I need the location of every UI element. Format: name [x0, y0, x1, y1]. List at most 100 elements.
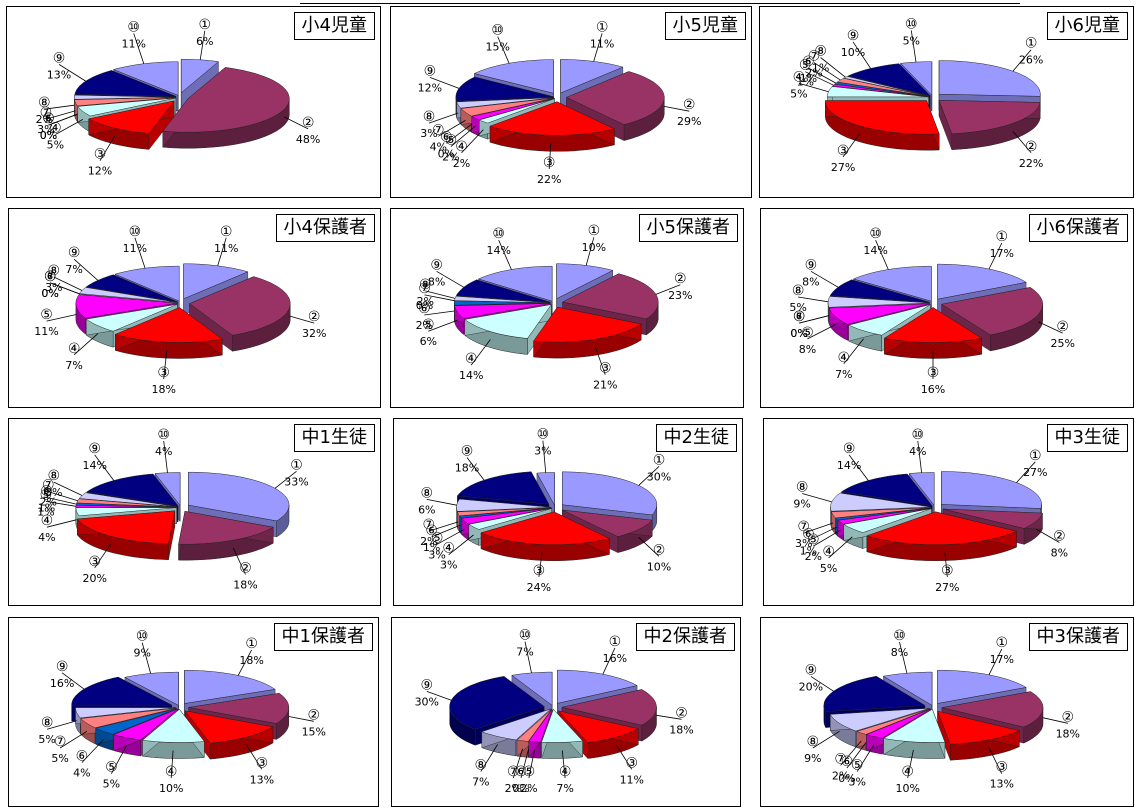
- slice-category-label: ⑧: [814, 44, 827, 60]
- slice-percent-label: 4%: [909, 445, 926, 458]
- slice-category-label: ⑨: [461, 444, 474, 460]
- slice-percent-label: 2%: [442, 151, 459, 164]
- leader-line: [46, 314, 77, 322]
- chart-title: 中1生徒: [293, 424, 375, 452]
- slice-category-label: ⑤: [40, 307, 53, 323]
- pie-slice: [459, 507, 552, 519]
- slice-category-label: ⑨: [847, 28, 860, 44]
- slice-category-label: ①: [1029, 448, 1042, 464]
- leader-line: [810, 676, 834, 692]
- leader-line: [875, 240, 889, 270]
- leader-line: [799, 315, 829, 324]
- leader-line: [497, 36, 510, 64]
- leader-line: [828, 536, 853, 559]
- slice-category-label: ④: [442, 541, 455, 557]
- slice-percent-label: 3%: [420, 127, 437, 140]
- pie-slice: [85, 303, 178, 332]
- slice-percent-label: 18%: [151, 383, 175, 396]
- slice-percent-label: 9%: [804, 752, 821, 765]
- slice-percent-label: 0%: [40, 129, 57, 142]
- slice-percent-label: 2%: [417, 295, 434, 308]
- slice-percent-label: 5%: [38, 733, 55, 746]
- leader-line: [46, 720, 77, 730]
- pie-chart-panel: ① 27% ② 8% ③ 27% ④ 5% ⑤ 2% ⑥ 1% ⑦ 3% ⑧ 9% ⑨ 14% ⑩ 4% 中3生徒: [763, 418, 1134, 606]
- pie-slice: [141, 708, 205, 743]
- pie-slice: [536, 472, 555, 506]
- pie-slice: [847, 63, 931, 97]
- slice-percent-label: 8%: [891, 646, 908, 659]
- pie-slice: [489, 101, 616, 136]
- slice-percent-label: 16%: [921, 383, 945, 396]
- pie-slice: [456, 97, 554, 109]
- slice-percent-label: 14%: [82, 459, 106, 472]
- pie-slice: [842, 508, 932, 533]
- leader-line: [602, 647, 616, 675]
- slice-percent-label: 11%: [123, 242, 147, 255]
- slice-category-label: ②: [1062, 709, 1075, 725]
- pie-slice: [541, 708, 584, 743]
- slice-category-label: ⑥: [515, 764, 528, 780]
- slice-category-label: ④: [455, 139, 468, 155]
- slice-category-label: ⑨: [805, 662, 818, 678]
- leader-line: [899, 641, 908, 674]
- chart-title: 小5児童: [664, 12, 746, 40]
- pie-slice: [481, 708, 551, 741]
- pie-slice: [85, 274, 178, 303]
- slice-percent-label: 11%: [214, 242, 238, 255]
- leader-line: [520, 749, 529, 779]
- slice-category-label: ③: [599, 361, 612, 377]
- slice-category-label: ⑦: [54, 734, 67, 750]
- slice-category-label: ⑥: [841, 754, 854, 770]
- pie-chart-panel: ① 33% ② 18% ③ 20% ④ 4% ⑤ 1% ⑥ 1% ⑦ 2% ⑧ 3% ⑨ 14% ⑩ 4% 中1生徒: [8, 418, 381, 606]
- slice-percent-label: 5%: [51, 752, 68, 765]
- pie-slice: [827, 296, 930, 308]
- pie-chart-panel: ① 16% ② 18% ③ 11% ④ 7% ⑤ 2% ⑥ 0% ⑦ 2% ⑧ 7% ⑨ 30% ⑩ 7% 中2保護者: [391, 617, 741, 807]
- leader-line: [44, 104, 75, 110]
- slice-percent-label: 0%: [838, 772, 855, 785]
- slice-category-label: ②: [308, 707, 321, 723]
- slice-percent-label: 11%: [590, 37, 614, 50]
- slice-category-label: ③: [996, 760, 1009, 776]
- pie-slice: [124, 671, 179, 706]
- leader-line: [99, 135, 116, 161]
- pie-slice: [937, 710, 1021, 745]
- leader-line: [49, 282, 80, 295]
- slice-category-label: ④: [68, 341, 81, 357]
- pie-slice: [827, 86, 929, 98]
- slice-category-label: ⑤: [42, 111, 55, 127]
- slice-category-label: ③: [157, 365, 170, 381]
- slice-percent-label: 10%: [895, 782, 919, 795]
- slice-category-label: ⑤: [40, 487, 53, 503]
- pie-slice: [882, 671, 933, 706]
- slice-percent-label: 27%: [1023, 466, 1047, 479]
- pie-slice: [75, 507, 177, 517]
- chart-title: 小4児童: [293, 12, 375, 40]
- slice-percent-label: 24%: [527, 581, 551, 594]
- pie-slice: [511, 671, 553, 706]
- pie-slice: [829, 279, 930, 303]
- leader-line: [988, 242, 1003, 270]
- leader-line: [61, 672, 85, 690]
- leader-line: [910, 30, 917, 63]
- slice-percent-label: 29%: [677, 115, 701, 128]
- slice-percent-label: 16%: [603, 652, 627, 665]
- slice-percent-label: 4%: [430, 140, 447, 153]
- slice-category-label: ③: [927, 365, 940, 381]
- slice-category-label: ⑧: [423, 109, 436, 125]
- slice-category-label: ⑩: [127, 19, 140, 35]
- leader-line: [846, 742, 867, 769]
- slice-category-label: ⑥: [44, 269, 57, 285]
- slice-category-label: ③: [626, 755, 639, 771]
- leader-line: [450, 125, 476, 147]
- slice-percent-label: 8%: [428, 275, 445, 288]
- leader-line: [808, 526, 837, 542]
- chart-title: 中2生徒: [655, 424, 737, 452]
- leader-line: [466, 457, 485, 481]
- pie-slice: [866, 511, 1018, 545]
- pie-slice: [557, 710, 640, 743]
- leader-line: [199, 30, 206, 60]
- slice-category-label: ③: [543, 155, 556, 171]
- leader-line: [856, 744, 875, 772]
- slice-category-label: ⑩: [905, 16, 918, 32]
- pie-chart-panel: ① 17% ② 18% ③ 13% ④ 10% ⑤ 3% ⑥ 0% ⑦ 2% ⑧ 9% ⑨ 20% ⑩ 8% 中3保護者: [760, 617, 1134, 807]
